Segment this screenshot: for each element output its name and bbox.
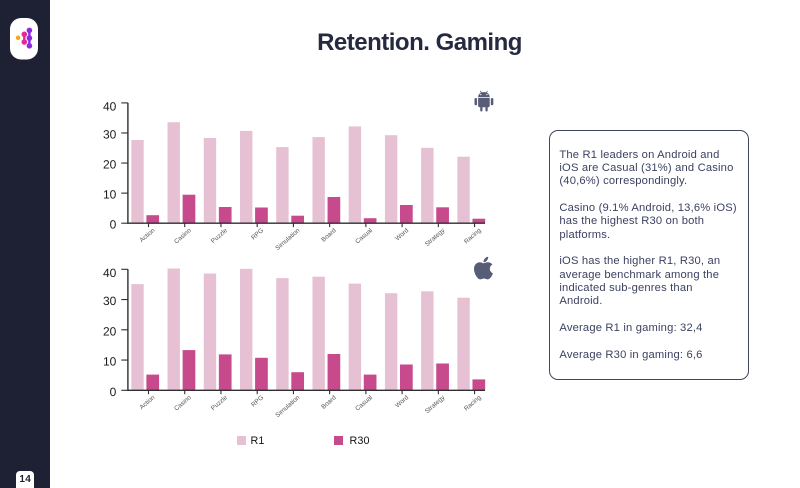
svg-text:RPG: RPG <box>250 227 265 241</box>
svg-text:40: 40 <box>103 266 117 280</box>
svg-text:Word: Word <box>394 227 410 243</box>
svg-text:RPG: RPG <box>250 394 265 408</box>
svg-text:Casual: Casual <box>354 394 374 412</box>
svg-text:10: 10 <box>103 188 117 202</box>
svg-text:Puzzle: Puzzle <box>210 394 229 412</box>
svg-text:Word: Word <box>394 394 410 410</box>
svg-text:Strategy: Strategy <box>424 227 447 248</box>
svg-text:Strategy: Strategy <box>424 394 447 415</box>
svg-text:10: 10 <box>103 355 117 369</box>
svg-text:30: 30 <box>103 127 117 141</box>
svg-text:Action: Action <box>139 227 157 244</box>
svg-text:Puzzle: Puzzle <box>210 227 229 245</box>
svg-text:0: 0 <box>110 218 117 232</box>
svg-text:0: 0 <box>110 385 117 399</box>
svg-text:Racing: Racing <box>463 227 483 246</box>
svg-text:Board: Board <box>320 227 338 244</box>
svg-text:Action: Action <box>139 394 157 411</box>
svg-text:30: 30 <box>103 294 117 308</box>
svg-text:Simulation: Simulation <box>274 394 301 419</box>
svg-text:Casino: Casino <box>173 227 193 246</box>
svg-text:Board: Board <box>320 394 338 411</box>
svg-text:Casino: Casino <box>173 394 193 413</box>
svg-text:Racing: Racing <box>463 394 483 413</box>
svg-text:40: 40 <box>103 100 117 114</box>
svg-text:20: 20 <box>103 158 117 172</box>
svg-text:20: 20 <box>103 324 117 338</box>
svg-text:Simulation: Simulation <box>274 227 301 252</box>
svg-text:Casual: Casual <box>354 227 374 245</box>
